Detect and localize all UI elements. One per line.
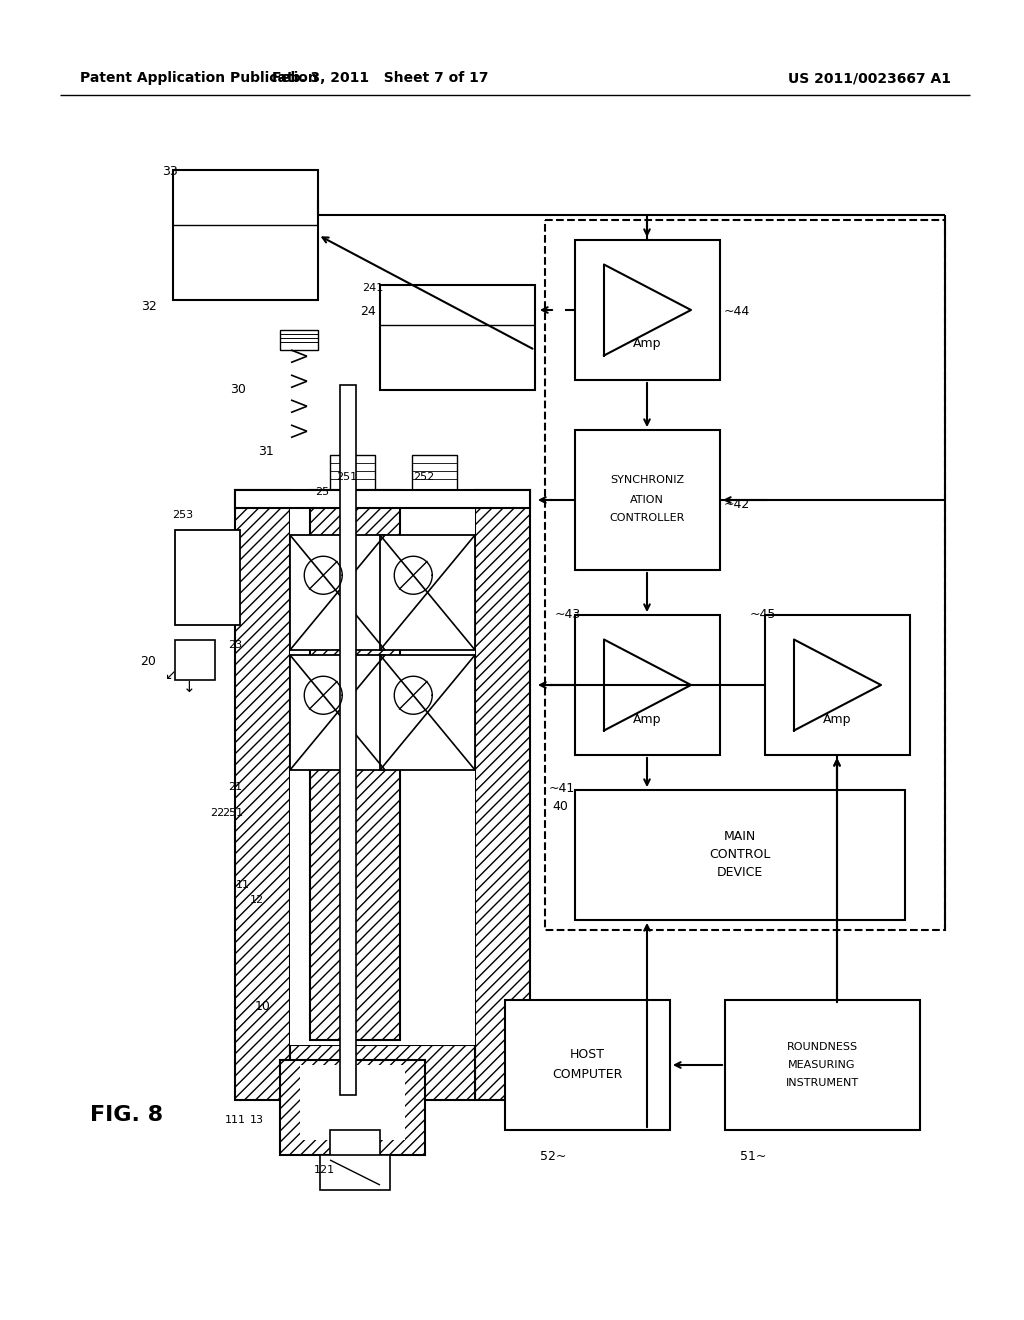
- Bar: [290, 1045, 475, 1100]
- Text: ~43: ~43: [555, 609, 582, 620]
- Bar: [290, 535, 385, 649]
- Bar: [290, 1045, 475, 1100]
- Text: CONTROL: CONTROL: [710, 849, 771, 862]
- Text: ~41: ~41: [549, 781, 575, 795]
- Bar: [505, 1001, 670, 1130]
- Text: ↓: ↓: [183, 680, 196, 696]
- Bar: [319, 1155, 390, 1191]
- Text: Amp: Amp: [823, 713, 852, 726]
- Text: 20: 20: [140, 655, 156, 668]
- Bar: [300, 1065, 406, 1140]
- Text: 33: 33: [162, 165, 178, 178]
- Bar: [330, 1130, 380, 1166]
- Bar: [340, 385, 356, 1096]
- Bar: [310, 490, 400, 1040]
- Text: 21: 21: [228, 781, 242, 792]
- Text: MAIN: MAIN: [724, 830, 756, 843]
- Text: 51~: 51~: [740, 1150, 766, 1163]
- Text: ~44: ~44: [724, 305, 751, 318]
- Bar: [765, 615, 910, 755]
- Bar: [280, 1060, 425, 1155]
- Bar: [330, 455, 375, 490]
- Text: Feb. 3, 2011   Sheet 7 of 17: Feb. 3, 2011 Sheet 7 of 17: [271, 71, 488, 84]
- Text: US 2011/0023667 A1: US 2011/0023667 A1: [788, 71, 951, 84]
- Text: 30: 30: [230, 383, 246, 396]
- Text: Amp: Amp: [633, 338, 662, 351]
- Bar: [290, 490, 475, 1045]
- Bar: [575, 789, 905, 920]
- Bar: [725, 1001, 920, 1130]
- Bar: [173, 170, 318, 300]
- Text: ATION: ATION: [630, 495, 664, 506]
- Bar: [380, 285, 535, 389]
- Bar: [234, 490, 530, 508]
- Bar: [280, 1060, 425, 1155]
- Bar: [380, 535, 475, 649]
- Bar: [575, 430, 720, 570]
- Text: ~45: ~45: [750, 609, 776, 620]
- Text: SYNCHRONIZ: SYNCHRONIZ: [610, 475, 684, 484]
- Text: INSTRUMENT: INSTRUMENT: [785, 1078, 858, 1088]
- Text: 31: 31: [258, 445, 273, 458]
- Text: 10: 10: [255, 1001, 271, 1012]
- Text: DEVICE: DEVICE: [717, 866, 763, 879]
- Bar: [234, 490, 290, 1100]
- Bar: [412, 455, 457, 490]
- Text: Amp: Amp: [633, 713, 662, 726]
- Bar: [575, 240, 720, 380]
- Text: 251: 251: [336, 473, 357, 482]
- Text: 25: 25: [315, 487, 329, 498]
- Text: COMPUTER: COMPUTER: [552, 1068, 623, 1081]
- Text: 32: 32: [141, 300, 157, 313]
- Text: CONTROLLER: CONTROLLER: [609, 513, 685, 523]
- Bar: [280, 330, 318, 350]
- Text: ~42: ~42: [724, 498, 751, 511]
- Bar: [475, 490, 530, 1100]
- Bar: [475, 490, 530, 1100]
- Text: 252: 252: [413, 473, 434, 482]
- Text: 12: 12: [250, 895, 264, 906]
- Text: FIG. 8: FIG. 8: [90, 1105, 163, 1125]
- Bar: [175, 531, 240, 624]
- Text: 13: 13: [250, 1115, 264, 1125]
- Text: HOST: HOST: [569, 1048, 604, 1061]
- Text: 253: 253: [172, 510, 194, 520]
- Text: 241: 241: [362, 282, 383, 293]
- Bar: [175, 640, 215, 680]
- Text: 11: 11: [236, 880, 250, 890]
- Text: 52~: 52~: [540, 1150, 566, 1163]
- Text: 40: 40: [552, 800, 568, 813]
- Text: 111: 111: [225, 1115, 246, 1125]
- Text: MEASURING: MEASURING: [788, 1060, 856, 1071]
- Text: ROUNDNESS: ROUNDNESS: [786, 1041, 857, 1052]
- Text: 22: 22: [210, 808, 224, 818]
- Text: 24: 24: [360, 305, 376, 318]
- Text: 251: 251: [222, 808, 243, 818]
- Text: ↙: ↙: [164, 668, 176, 682]
- Text: 23: 23: [228, 640, 242, 649]
- Text: Patent Application Publication: Patent Application Publication: [80, 71, 317, 84]
- Bar: [545, 220, 945, 931]
- Bar: [575, 615, 720, 755]
- Bar: [380, 655, 475, 770]
- Text: 121: 121: [314, 1166, 335, 1175]
- Bar: [234, 490, 290, 1100]
- Bar: [290, 655, 385, 770]
- Bar: [310, 490, 400, 1040]
